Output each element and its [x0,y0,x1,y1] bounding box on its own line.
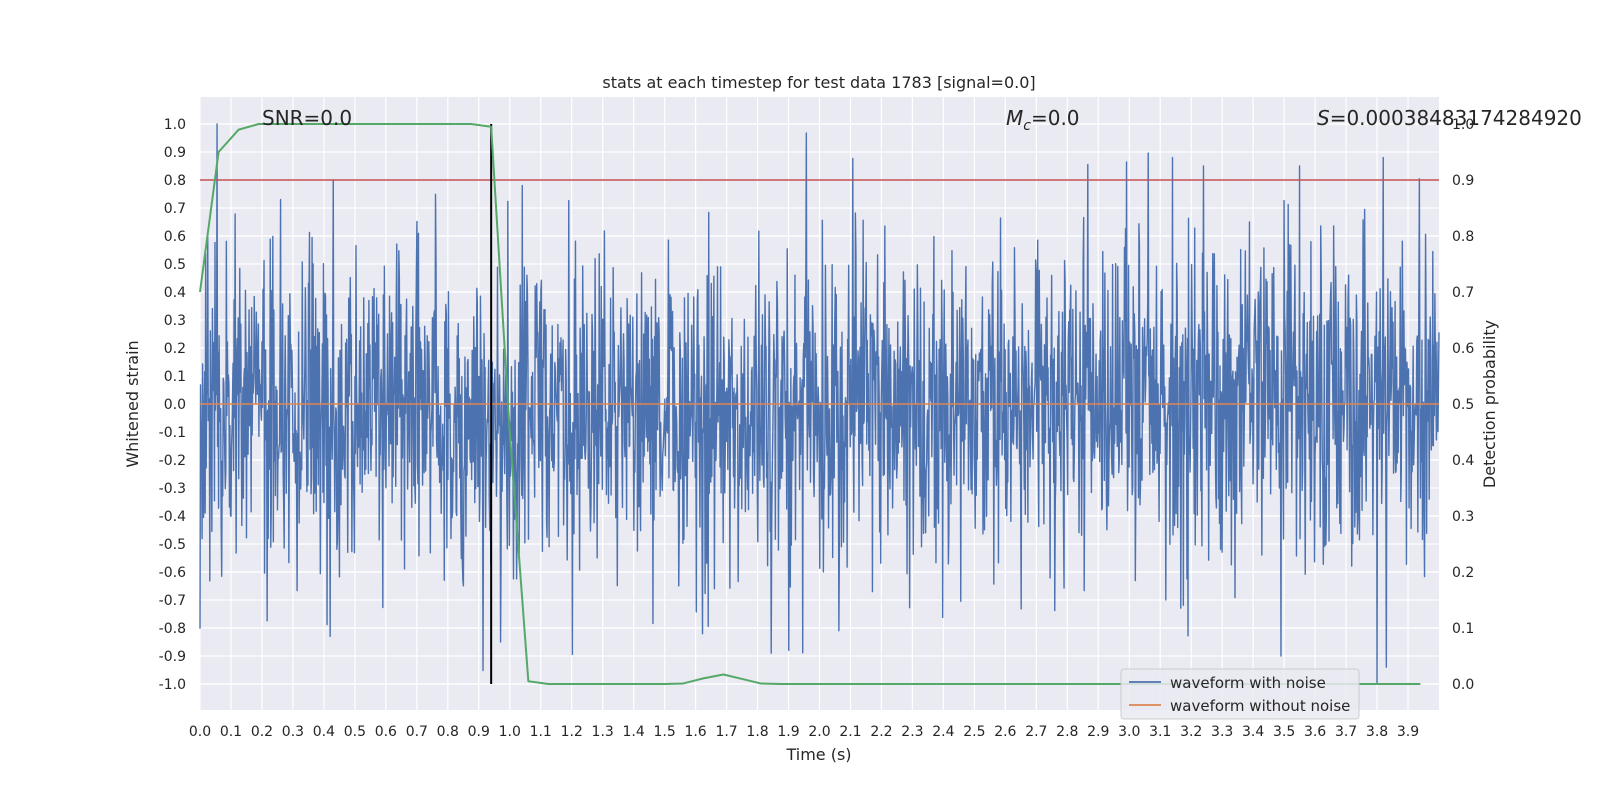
y2-tick-label: 0.3 [1452,509,1474,525]
y2-tick-label: 0.4 [1452,453,1474,469]
y-tick-label: 0.0 [164,397,186,413]
x-tick-label: 3.3 [1211,724,1233,740]
x-tick-label: 0.4 [313,724,335,740]
y-tick-label: 0.2 [164,341,186,357]
overlay [199,123,1439,685]
y-tick-label: -0.7 [159,593,186,609]
x-tick-label: 3.2 [1180,724,1202,740]
ticks: 0.0 0.1 0.2 0.3 0.4 0.5 0.6 0.7 0.8 0.9 1.0 1.1 1.2 1… [159,117,1475,740]
chart-title: stats at each timestep for test data 178… [602,73,1035,92]
x-tick-label: 2.9 [1087,724,1109,740]
x-tick-label: 0.6 [375,724,397,740]
mc-subscript: c [1023,118,1031,134]
y-tick-label: 1.0 [164,117,186,133]
y-tick-label: -0.1 [159,425,186,441]
x-tick-label: 2.4 [932,724,954,740]
y-tick-label: -0.4 [159,509,186,525]
x-tick-label: 2.5 [963,724,985,740]
x-tick-label: 2.0 [808,724,830,740]
y-tick-label: -0.9 [159,649,186,665]
y-tick-label: 0.1 [164,369,186,385]
x-tick-label: 1.1 [530,724,552,740]
y-tick-label: 0.7 [164,201,186,217]
x-tick-label: 0.2 [251,724,273,740]
y-tick-label: 0.9 [164,145,186,161]
y-tick-label: 0.6 [164,229,186,245]
y-tick-label: -0.8 [159,621,186,637]
y-tick-label: 0.4 [164,285,186,301]
detection-probability-line [199,123,1421,685]
legend: waveform with noise waveform without noi… [1120,668,1360,720]
x-tick-label: 3.6 [1304,724,1326,740]
x-tick-label: 1.8 [746,724,768,740]
x-tick-label: 0.9 [468,724,490,740]
x-tick-label: 0.0 [189,724,211,740]
s-value: =0.00038483174284920 [1330,106,1582,130]
x-tick-label: 2.1 [839,724,861,740]
mc-value: =0.0 [1031,106,1080,130]
s-annotation: S=0.00038483174284920 [1317,106,1582,130]
y-tick-label: -0.6 [159,565,186,581]
y-tick-label: -0.5 [159,537,186,553]
y2-tick-label: 0.9 [1452,173,1474,189]
y2-tick-label: 0.5 [1452,397,1474,413]
x-tick-label: 3.7 [1335,724,1357,740]
legend-label-noise: waveform with noise [1170,674,1326,692]
waveform-with-noise-line [199,123,1440,685]
x-tick-label: 2.3 [901,724,923,740]
y-tick-label: -1.0 [159,677,186,693]
y2-tick-label: 1.0 [1452,117,1474,133]
y2-tick-label: 0.0 [1452,677,1474,693]
x-tick-label: 0.5 [344,724,366,740]
x-tick-label: 0.1 [220,724,242,740]
x-tick-label: 1.6 [684,724,706,740]
x-tick-label: 0.7 [406,724,428,740]
x-axis-label: Time (s) [785,745,851,764]
legend-label-clean: waveform without noise [1170,697,1350,715]
y2-tick-label: 0.6 [1452,341,1474,357]
y-tick-label: 0.3 [164,313,186,329]
x-tick-label: 2.8 [1056,724,1078,740]
y2-tick-label: 0.7 [1452,285,1474,301]
x-tick-label: 1.0 [499,724,521,740]
y-tick-label: -0.3 [159,481,186,497]
x-tick-label: 2.2 [870,724,892,740]
x-tick-label: 2.7 [1025,724,1047,740]
s-symbol: S [1317,106,1330,130]
x-tick-label: 3.4 [1242,724,1264,740]
series-waveform-with-noise [199,123,1440,685]
x-tick-label: 3.9 [1397,724,1419,740]
mc-symbol: M [1006,106,1023,130]
x-tick-label: 0.3 [282,724,304,740]
x-tick-label: 1.2 [561,724,583,740]
x-tick-label: 1.7 [715,724,737,740]
y-tick-label: 0.5 [164,257,186,273]
x-tick-label: 3.8 [1366,724,1388,740]
y2-tick-label: 0.1 [1452,621,1474,637]
x-tick-label: 1.4 [623,724,645,740]
y2-tick-label: 0.8 [1452,229,1474,245]
x-tick-label: 2.6 [994,724,1016,740]
mc-annotation: Mc=0.0 [1006,106,1080,134]
x-tick-label: 1.9 [777,724,799,740]
snr-annotation: SNR=0.0 [262,106,352,130]
y2-tick-label: 0.2 [1452,565,1474,581]
x-tick-label: 3.0 [1118,724,1140,740]
x-tick-label: 1.3 [592,724,614,740]
y-tick-label: 0.8 [164,173,186,189]
x-tick-label: 0.8 [437,724,459,740]
y-tick-label: -0.2 [159,453,186,469]
x-tick-label: 3.5 [1273,724,1295,740]
x-tick-label: 3.1 [1149,724,1171,740]
legend-box [1120,668,1360,720]
y-axis-label: Whitened strain [123,340,142,467]
y2-axis-label: Detection probability [1480,320,1499,488]
x-tick-label: 1.5 [653,724,675,740]
